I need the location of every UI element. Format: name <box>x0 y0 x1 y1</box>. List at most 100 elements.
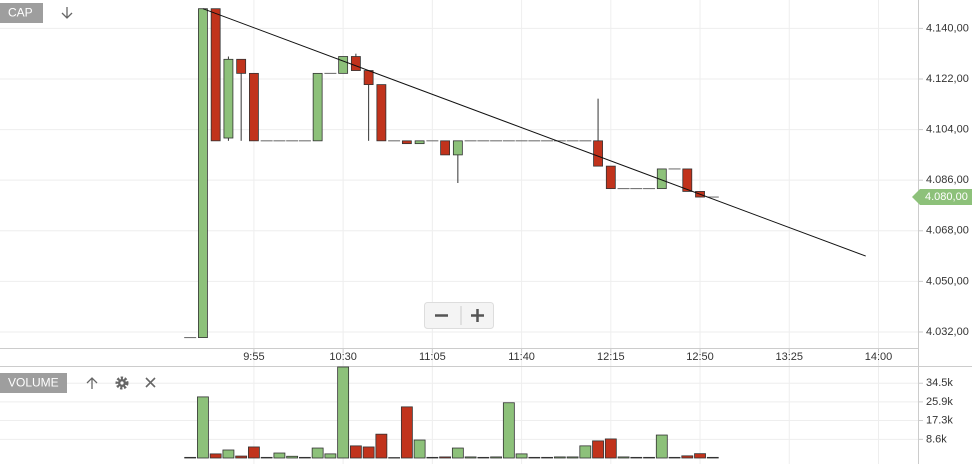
volume-bar <box>464 456 477 459</box>
settings-icon[interactable] <box>115 376 129 390</box>
x-tick-label: 12:50 <box>686 351 714 363</box>
candle-body <box>198 8 208 338</box>
volume-bar <box>311 447 324 459</box>
volume-bar <box>477 456 490 459</box>
volume-bar <box>553 456 566 459</box>
candle-body <box>401 140 412 145</box>
y-tick-label: 4.032,00 <box>926 326 969 338</box>
candle-body <box>414 140 425 145</box>
volume-bar <box>439 456 452 459</box>
candle-body <box>440 140 451 156</box>
volume-bar <box>400 406 413 459</box>
volume-bar <box>298 456 311 459</box>
volume-bar <box>706 456 719 459</box>
volume-label[interactable]: VOLUME <box>0 373 67 393</box>
candle-body <box>605 165 616 190</box>
volume-bar <box>528 456 541 459</box>
cap-label[interactable]: CAP <box>0 3 43 23</box>
candle-body <box>249 72 259 142</box>
marks <box>184 8 866 459</box>
volume-bar <box>375 433 388 459</box>
last-price-marker <box>912 189 972 206</box>
volume-box <box>0 373 67 393</box>
volume-bar <box>592 440 604 459</box>
volume-bar <box>579 445 592 459</box>
volume-bar <box>515 453 528 459</box>
volume-bar <box>337 366 350 459</box>
candle-body <box>452 140 463 156</box>
x-tick-label: 11:40 <box>508 351 535 363</box>
candle-body <box>210 8 221 142</box>
y-tick-label: 4.068,00 <box>926 225 969 237</box>
volume-bar <box>566 456 579 459</box>
last-price-label: 4.080,00 <box>925 191 968 203</box>
x-tick-label: 13:25 <box>775 351 803 363</box>
x-tick-label: 9:55 <box>243 351 264 363</box>
volume-bar <box>643 456 655 459</box>
gear-teeth <box>115 376 129 390</box>
volume-bar <box>197 396 209 459</box>
volume-title: VOLUME <box>8 376 59 390</box>
candle-body <box>350 56 361 71</box>
volume-bar <box>209 453 222 459</box>
volume-bar <box>260 456 273 459</box>
volume-bar <box>490 456 502 459</box>
volume-bar <box>617 456 630 459</box>
volume-bar <box>273 452 286 459</box>
candle-body <box>363 70 374 86</box>
close-icon[interactable] <box>145 377 156 388</box>
volume-bar <box>502 402 515 459</box>
last-price-tag: 4.080,00 <box>912 189 972 206</box>
x-tick-label: 10:30 <box>329 351 357 363</box>
volume-bar <box>630 456 643 459</box>
volume-bar <box>324 453 337 459</box>
volume-bar <box>604 438 617 459</box>
candle-body <box>236 58 247 74</box>
volume-bar <box>451 447 464 459</box>
cap-title: CAP <box>8 6 33 20</box>
volume-bar <box>184 456 197 459</box>
grid <box>0 0 923 464</box>
volume-bar <box>349 445 362 459</box>
cap-box <box>0 3 43 23</box>
move-up-icon[interactable] <box>86 377 98 389</box>
volume-bar <box>362 446 375 459</box>
y-tick-label: 4.086,00 <box>926 174 969 186</box>
volume-bar <box>413 439 426 459</box>
y-tick-label: 34.5k <box>926 377 953 389</box>
volume-bar <box>668 456 681 459</box>
volume-bar <box>541 456 553 459</box>
x-tick-label: 11:05 <box>419 351 446 363</box>
gear-hole <box>120 381 124 385</box>
volume-bar <box>248 446 260 459</box>
x-tick-label: 12:15 <box>597 351 625 363</box>
x-tick-label: 14:00 <box>865 351 893 363</box>
volume-bar <box>222 449 235 459</box>
move-down-icon[interactable] <box>61 7 73 19</box>
y-tick-label: 25.9k <box>926 396 953 408</box>
volume-bar <box>655 434 668 459</box>
volume-bar <box>681 455 694 459</box>
zoom-controls <box>424 302 494 329</box>
candle-body <box>376 84 387 142</box>
y-tick-label: 4.104,00 <box>926 123 969 135</box>
y-tick-label: 4.122,00 <box>926 73 969 85</box>
volume-bar <box>694 453 706 459</box>
y-tick-label: 17.3k <box>926 414 953 426</box>
trendline <box>202 8 866 257</box>
candle-body <box>682 168 693 192</box>
y-tick-label: 8.6k <box>926 433 947 445</box>
volume-bar <box>286 455 299 459</box>
volume-bar <box>426 456 439 459</box>
volume-bar <box>235 455 248 459</box>
candle-body <box>223 58 234 139</box>
zoom-in-button[interactable] <box>471 309 484 322</box>
candle-body <box>312 72 323 142</box>
candle-body <box>338 56 349 74</box>
volume-bar <box>388 457 401 459</box>
y-tick-label: 4.050,00 <box>926 275 969 287</box>
candle-body <box>593 140 603 167</box>
y-tick-label: 4.140,00 <box>926 22 969 34</box>
